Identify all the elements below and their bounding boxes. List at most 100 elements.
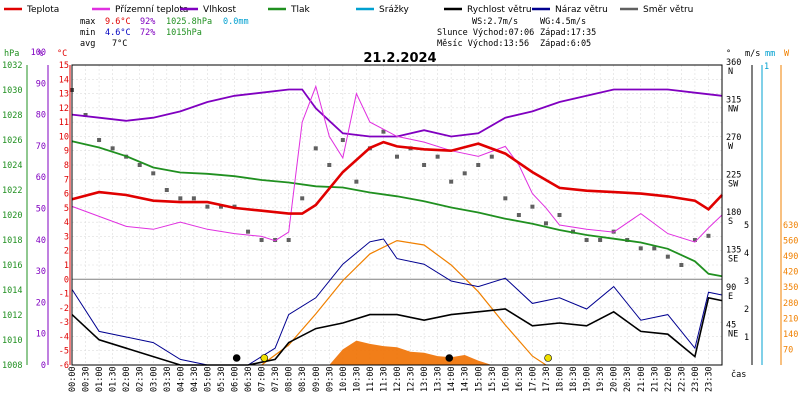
info-ws: WS:2.7m/s [472,17,518,27]
wind-direction-point [462,171,467,176]
x-tick-label: 01:00 [95,366,105,392]
direction-tick-label: 225 [726,171,741,181]
humidity-tick-label: 50 [36,204,46,214]
wind-direction-point [218,204,223,209]
humidity-line [71,88,723,138]
direction-tick-sector: S [728,217,733,227]
x-tick-label: 10:00 [339,366,349,392]
legend-label: Směr větru [643,5,693,15]
x-tick-label: 20:30 [623,366,633,392]
solar-tick-label: 140 [783,330,798,340]
x-tick-label: 22:30 [677,366,687,392]
pressure-tick-label: 1010 [2,336,22,346]
direction-tick-sector: NW [728,105,739,115]
humidity-tick-label: 0 [41,361,46,371]
direction-tick-label: 90 [726,283,736,293]
plot-border [71,64,723,366]
temp-tick-label: 14 [59,75,69,85]
axes: 00:00 00:30 01:00 01:30 02:00 02:30 03:00 03:30… [2,48,798,392]
rain-tick-label: 1 [764,62,769,72]
wind-direction-point [246,229,251,234]
temp-tick-label: 9 [64,147,69,157]
pressure-tick-label: 1012 [2,311,22,321]
wind-direction-point [435,154,440,159]
humidity-tick-label: 70 [36,142,46,152]
wind-direction-point [191,196,196,201]
humidity-tick-label: 100 [31,48,46,58]
wind-direction-point [476,163,481,167]
wind-direction-point [489,154,494,159]
x-tick-label: 13:30 [434,366,444,392]
unit-hpa: hPa [4,49,19,59]
x-tick-label: 18:00 [556,366,566,392]
legend-label: Rychlost větru [467,5,532,15]
wind-direction-point [83,113,88,117]
x-tick-label: 15:00 [474,366,484,392]
x-tick-label: 17:00 [528,366,538,392]
wind-tick-label: 3 [744,277,749,287]
direction-tick-label: 180 [726,208,741,218]
wind-direction-point [422,163,427,167]
info-sun-set: Západ:17:35 [540,28,596,38]
x-tick-label: 14:00 [447,366,457,392]
unit-cas: čas [731,369,746,380]
x-tick-label: 03:30 [163,366,173,392]
x-tick-label: 07:00 [258,366,268,392]
x-tick-label: 09:30 [325,366,335,392]
wind-direction-point [300,196,305,201]
wind-direction-point [110,146,115,151]
wind-direction-point [395,154,399,159]
wind-tick-label: 2 [744,305,749,315]
wind-direction-point [557,213,562,217]
temp-tick-label: -1 [59,290,69,300]
x-tick-label: 18:30 [569,366,579,392]
x-tick-label: 02:00 [122,366,132,392]
legend-label: Náraz větru [555,5,608,15]
stat-max-rain: 0.0mm [223,17,249,27]
x-tick-label: 04:00 [176,366,186,392]
direction-tick-sector: W [728,142,734,152]
wind-direction-point [286,238,291,242]
temp-tick-label: 1 [64,261,69,271]
sunrise-marker [260,354,269,362]
info-wg: WG:4.5m/s [540,17,586,27]
temp-tick-label: -6 [59,361,69,371]
stat-avg-temp: 7°C [112,39,127,49]
info-moon: Měsíc Východ:13:56 [437,39,529,49]
x-tick-label: 19:00 [583,366,593,392]
legend-label: Teplota [26,5,59,15]
temp-tick-label: 10 [59,132,69,142]
wind-direction-point [327,163,332,167]
wind-direction-point [381,129,386,134]
plot-area [70,64,723,366]
solar-tick-label: 420 [783,268,798,278]
temp-tick-label: -5 [59,347,69,357]
x-tick-label: 02:30 [136,366,146,392]
direction-tick-sector: NE [728,330,738,340]
x-tick-label: 20:00 [610,366,620,392]
pressure-tick-label: 1008 [2,361,22,371]
x-tick-label: 01:30 [109,366,119,392]
wind-direction-point [598,238,603,242]
x-tick-label: 16:30 [515,366,525,392]
pressure-tick-label: 1024 [2,161,22,171]
wind-direction-point [137,163,142,167]
temp-tick-label: 3 [64,232,69,242]
pressure-line [71,140,723,278]
unit-pct: % [38,49,43,59]
x-tick-label: 09:00 [312,366,322,392]
ground-temp-line [71,84,723,243]
wind-direction-point [503,196,508,201]
pressure-tick-label: 1018 [2,236,22,246]
unit-ms: m/s [745,49,760,59]
wind-direction-point [652,246,657,251]
x-tick-label: 11:30 [379,366,389,392]
stat-max-temp: 9.6°C [105,17,131,27]
unit-degc: °C [57,49,67,59]
temp-tick-label: -3 [59,318,69,328]
wind-direction-point [584,238,589,242]
x-tick-label: 17:30 [542,366,552,392]
wind-direction-point [516,213,521,217]
x-tick-label: 06:00 [231,366,241,392]
